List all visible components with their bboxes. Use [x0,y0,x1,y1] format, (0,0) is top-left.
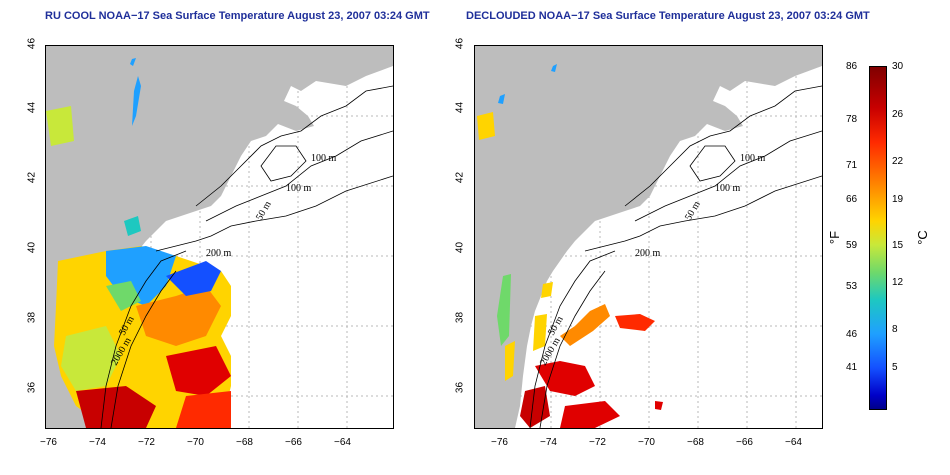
contour-label: 100 m [311,153,337,164]
x-tick-label: −74 [540,437,557,448]
x-tick-label: −76 [40,437,57,448]
celsius-tick: 5 [892,362,898,373]
x-tick-label: −70 [187,437,204,448]
y-tick-label: 40 [454,241,466,254]
sst-patches [46,58,231,428]
x-tick-label: −72 [138,437,155,448]
contour-label: 200 m [206,248,232,259]
y-tick-label: 44 [26,101,38,114]
celsius-tick: 15 [892,240,904,251]
celsius-tick: 22 [892,156,904,167]
fahrenheit-unit-label: °F [827,230,843,245]
x-tick-label: −68 [687,437,704,448]
land-mass [46,46,393,428]
fahrenheit-tick: 78 [846,114,858,125]
celsius-tick: 19 [892,194,904,205]
temperature-colorbar [869,66,887,410]
sst-map-raw: 100 m 100 m 50 m 200 m 50 m 2000 m [45,45,394,429]
y-tick-label: 46 [26,37,38,50]
fahrenheit-tick: 66 [846,194,858,205]
y-tick-label: 38 [454,311,466,324]
y-tick-label: 42 [26,171,38,184]
contour-label: 100 m [715,183,741,194]
sst-map-declouded: 100 m 100 m 50 m 200 m 50 m 2000 m [474,45,823,429]
sst-map-declouded-svg: 100 m 100 m 50 m 200 m 50 m 2000 m [475,46,822,428]
x-tick-label: −70 [638,437,655,448]
x-tick-label: −76 [491,437,508,448]
fahrenheit-tick: 46 [846,329,858,340]
celsius-tick: 8 [892,324,898,335]
contour-label: 100 m [740,153,766,164]
land-mass [475,46,822,428]
bathymetry-contours [529,85,822,428]
fahrenheit-tick: 71 [846,160,858,171]
fahrenheit-tick: 59 [846,240,858,251]
fahrenheit-tick: 41 [846,362,858,373]
contour-label: 200 m [635,248,661,259]
x-tick-label: −66 [736,437,753,448]
fahrenheit-tick: 86 [846,61,858,72]
y-tick-label: 36 [26,381,38,394]
x-tick-label: −64 [334,437,351,448]
x-tick-label: −74 [89,437,106,448]
fahrenheit-tick: 53 [846,281,858,292]
celsius-tick: 26 [892,109,904,120]
contour-label: 100 m [286,183,312,194]
sst-map-raw-svg: 100 m 100 m 50 m 200 m 50 m 2000 m [46,46,393,428]
bathymetry-contours [100,85,393,428]
y-tick-label: 44 [454,101,466,114]
y-tick-label: 38 [26,311,38,324]
celsius-unit-label: °C [914,230,930,245]
y-tick-label: 42 [454,171,466,184]
y-tick-label: 40 [26,241,38,254]
y-tick-label: 46 [454,37,466,50]
sst-patches [477,64,663,428]
panel-1-title: RU COOL NOAA−17 Sea Surface Temperature … [45,10,430,22]
x-tick-label: −64 [785,437,802,448]
x-tick-label: −72 [589,437,606,448]
y-tick-label: 36 [454,381,466,394]
celsius-tick: 30 [892,61,904,72]
x-tick-label: −66 [285,437,302,448]
x-tick-label: −68 [236,437,253,448]
celsius-tick: 12 [892,277,904,288]
panel-2-title: DECLOUDED NOAA−17 Sea Surface Temperatur… [466,10,870,22]
